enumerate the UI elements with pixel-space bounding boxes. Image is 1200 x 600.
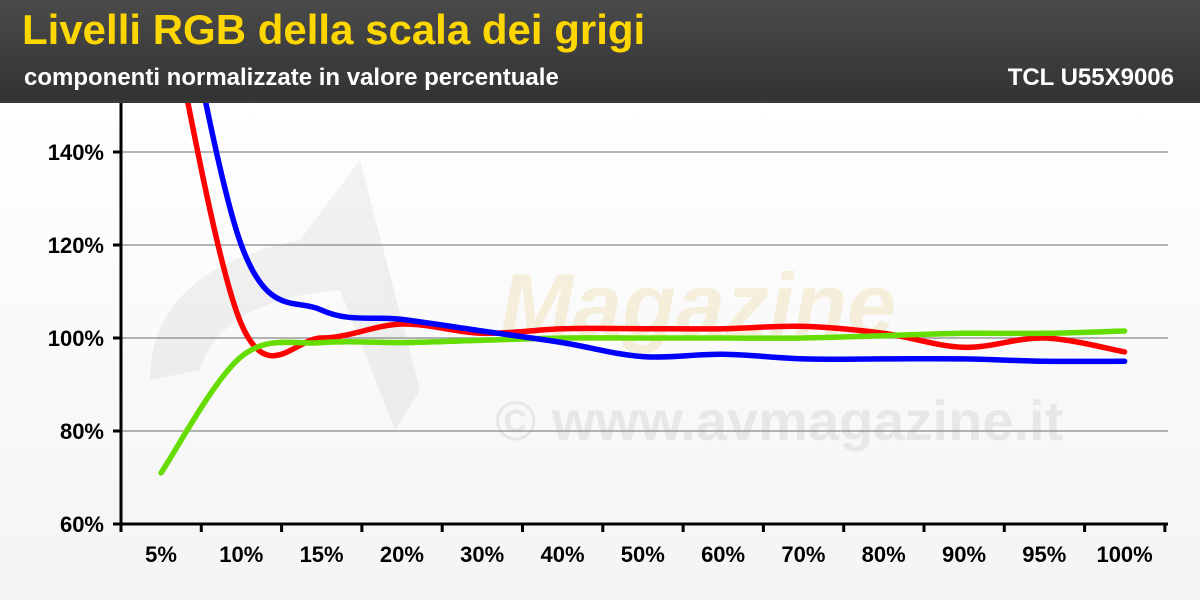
watermark-site: © www.avmagazine.it — [495, 389, 1063, 452]
y-tick-label: 120% — [48, 233, 104, 258]
x-tick-label: 10% — [219, 542, 263, 567]
chart-header: Livelli RGB della scala dei grigi compon… — [0, 0, 1200, 100]
x-tick-label: 5% — [145, 542, 177, 567]
y-axis-labels: 60% 80% 100% 120% 140% — [48, 140, 104, 537]
y-tick-label: 80% — [60, 419, 104, 444]
x-tick-label: 50% — [621, 542, 665, 567]
x-tick-label: 20% — [380, 542, 424, 567]
x-tick-label: 40% — [540, 542, 584, 567]
rgb-levels-chart: Magazine © www.avmagazine.it 60%80%100%1… — [0, 103, 1200, 600]
y-tick-label: 140% — [48, 140, 104, 165]
x-tick-label: 15% — [300, 542, 344, 567]
y-tick-label: 100% — [48, 326, 104, 351]
chart-title: Livelli RGB della scala dei grigi — [22, 6, 646, 53]
x-tick-label: 95% — [1022, 542, 1066, 567]
x-axis-labels: 5% 10% 15% 20% 30% 40% 50% 60% 70% 80% 90% 95% 100% — [145, 542, 1153, 567]
x-tick-label: 70% — [781, 542, 825, 567]
tv-model-label: TCL U55X9006 — [1007, 64, 1174, 91]
x-tick-label: 80% — [862, 542, 906, 567]
chart-subtitle: componenti normalizzate in valore percen… — [24, 64, 559, 91]
x-tick-label: 60% — [701, 542, 745, 567]
x-tick-label: 30% — [460, 542, 504, 567]
y-tick-label: 60% — [60, 512, 104, 537]
series-green-line — [158, 328, 1128, 476]
series-blue-line — [203, 103, 1128, 365]
x-tick-label: 100% — [1096, 542, 1152, 567]
watermark-logo-shape — [150, 160, 420, 430]
x-tick-label: 90% — [942, 542, 986, 567]
series-lines — [158, 103, 1128, 476]
